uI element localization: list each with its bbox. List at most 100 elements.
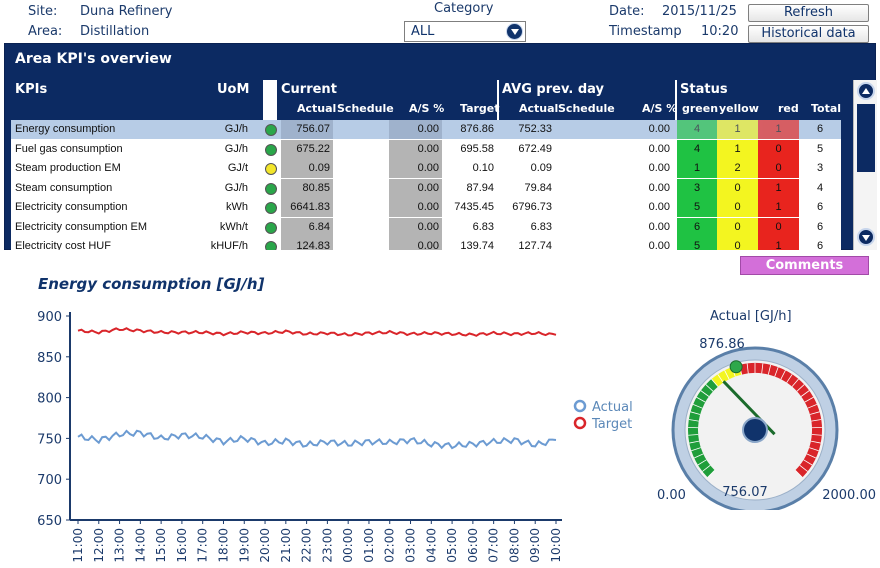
- as-subheader: A/S %: [409, 102, 445, 115]
- cell-avg-as: 0.00: [648, 240, 670, 250]
- cell-total: 4: [816, 181, 824, 194]
- category-select[interactable]: ALL: [404, 21, 526, 42]
- chevron-down-icon[interactable]: [506, 23, 523, 40]
- schedule-subheader: Schedule: [337, 102, 394, 115]
- status-light-icon: [265, 221, 277, 234]
- table-row[interactable]: Electricity consumption EM kWh/t 6.84 0.00 6…: [11, 217, 841, 237]
- gauge-tick: [767, 364, 772, 375]
- table-row[interactable]: Electricity consumption kWh 6641.83 0.00 743…: [11, 198, 841, 217]
- cell-avg-as: 0.00: [648, 181, 670, 194]
- cell-kpi: Steam consumption: [15, 181, 113, 194]
- cell-total: 6: [816, 201, 824, 213]
- x-tick-label: 00:00: [341, 528, 355, 563]
- cell-red: 1: [758, 178, 799, 198]
- avg-actual-subheader: Actual: [519, 102, 559, 115]
- x-tick-label: 08:00: [507, 528, 521, 563]
- gauge-hub: [742, 417, 768, 443]
- chart-title: Energy consumption [GJ/h]: [38, 275, 265, 293]
- cell-red: 1: [758, 198, 799, 217]
- cell-avg-actual: 6796.73: [512, 201, 552, 213]
- cell-kpi: Steam production EM: [15, 162, 121, 174]
- gauge-tick: [791, 378, 799, 387]
- energy-chart: 650 700 750 800 850 900 11:00 12:00 13:00 14:00 15…: [37, 310, 633, 563]
- refresh-button[interactable]: Refresh: [748, 4, 869, 22]
- cell-schedule: [335, 159, 387, 178]
- actual-gauge: 756.07 876.86 0.00 2000.00: [657, 337, 876, 510]
- series-line-actual: [77, 429, 557, 450]
- cell-green: 5: [677, 237, 717, 250]
- panel-title: Area KPI's overview: [15, 51, 172, 67]
- cell-schedule: [335, 120, 387, 139]
- gauge-tick: [810, 440, 821, 444]
- cell-yellow: 0: [717, 217, 758, 237]
- cell-avg-actual: 6.83: [530, 220, 552, 233]
- status-light-icon: [265, 241, 277, 250]
- cell-as: 0.00: [389, 198, 442, 217]
- cell-kpi: Electricity cost HUF: [15, 240, 111, 250]
- cell-as: 0.00: [389, 217, 442, 237]
- cell-green: 3: [677, 178, 717, 198]
- y-tick-label: 900: [37, 310, 62, 325]
- cell-kpi: Fuel gas consumption: [15, 142, 123, 155]
- cell-yellow: 0: [717, 198, 758, 217]
- uom-header: UoM: [217, 82, 250, 97]
- gauge-tick: [796, 384, 805, 392]
- x-tick-label: 22:00: [300, 528, 314, 563]
- scroll-thumb[interactable]: [857, 104, 875, 172]
- gauge-tick: [688, 434, 699, 436]
- legend-marker-actual: [573, 399, 587, 413]
- target-subheader: Target: [460, 102, 500, 115]
- gauge-tick: [691, 447, 701, 452]
- actual-subheader: Actual: [297, 102, 337, 115]
- scroll-down-icon[interactable]: [857, 228, 875, 246]
- table-row[interactable]: Steam production EM GJ/t 0.09 0.00 0.10 0.09 0…: [11, 159, 841, 178]
- red-subheader: red: [778, 102, 799, 115]
- cell-uom: kWh/t: [219, 220, 248, 233]
- cell-yellow: 0: [717, 237, 758, 250]
- table-row[interactable]: Energy consumption GJ/h 756.07 0.00 876.86 75…: [11, 120, 841, 139]
- x-tick-label: 17:00: [196, 528, 210, 563]
- cell-yellow: 0: [717, 178, 758, 198]
- cell-uom: kWh: [226, 201, 248, 213]
- gauge-value-label: 756.07: [722, 485, 768, 500]
- table-row[interactable]: Electricity cost HUF kHUF/h 124.83 0.00 139.…: [11, 237, 841, 250]
- cell-green: 6: [677, 217, 717, 237]
- table-header-current: [277, 80, 497, 120]
- total-subheader: Total: [811, 102, 841, 115]
- scroll-up-icon[interactable]: [857, 82, 875, 100]
- historical-data-button[interactable]: Historical data: [748, 25, 869, 43]
- x-tick-label: 10:00: [549, 528, 563, 563]
- cell-total: 3: [816, 162, 824, 174]
- x-tick-label: 07:00: [487, 528, 501, 563]
- timestamp-label: Timestamp: [609, 24, 682, 39]
- table-scrollbar[interactable]: [853, 80, 877, 250]
- x-tick-label: 19:00: [237, 528, 251, 563]
- comments-button[interactable]: Comments: [740, 256, 869, 275]
- cell-yellow: 2: [717, 159, 758, 178]
- table-row[interactable]: Fuel gas consumption GJ/h 675.22 0.00 695.58…: [11, 139, 841, 159]
- cell-green: 5: [677, 198, 717, 217]
- cell-as: 0.00: [389, 237, 442, 250]
- y-tick-label: 650: [37, 514, 62, 529]
- y-tick-label: 700: [37, 473, 62, 488]
- category-value: ALL: [411, 24, 435, 39]
- green-subheader: green: [682, 102, 719, 115]
- gauge-tick: [811, 434, 822, 436]
- gauge-tick: [800, 390, 810, 397]
- x-tick-label: 13:00: [113, 528, 127, 563]
- cell-avg-actual: 0.09: [530, 162, 552, 174]
- table-row[interactable]: Steam consumption GJ/h 80.85 0.00 87.94 79.84…: [11, 178, 841, 198]
- current-header: Current: [281, 82, 337, 97]
- y-tick-label: 800: [37, 392, 62, 407]
- cell-avg-schedule: [557, 198, 609, 217]
- avg-header: AVG prev. day: [502, 82, 605, 97]
- target-marker-icon: [729, 360, 743, 374]
- x-tick-label: 06:00: [466, 528, 480, 563]
- cell-avg-schedule: [557, 179, 609, 198]
- table-header-kpis: [11, 80, 263, 120]
- x-tick-label: 23:00: [320, 528, 334, 563]
- x-tick-label: 03:00: [404, 528, 418, 563]
- cell-schedule: [335, 140, 387, 159]
- yellow-subheader: yellow: [719, 102, 759, 115]
- gauge-min-label: 0.00: [657, 488, 686, 503]
